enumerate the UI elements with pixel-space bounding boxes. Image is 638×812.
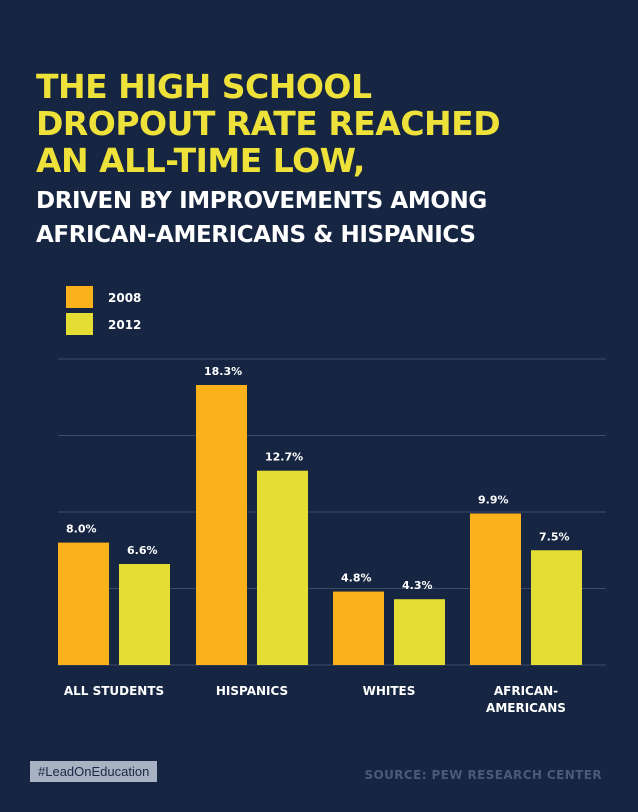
source-credit: SOURCE: PEW RESEARCH CENTER xyxy=(364,768,602,782)
bar-chart: 2008 2012 8.0% 6.6% ALL STUDENTS 18.3% 12.7% HI… xyxy=(58,286,606,715)
headline-line: DROPOUT RATE REACHED xyxy=(36,104,501,143)
bar-2008 xyxy=(333,591,384,665)
legend-label-2008: 2008 xyxy=(108,291,141,305)
headline-line: AN ALL-TIME LOW, xyxy=(36,141,365,180)
category-label: WHITES xyxy=(363,684,416,698)
subheadline-line: DRIVEN BY IMPROVEMENTS AMONG xyxy=(36,188,487,214)
headline-line: THE HIGH SCHOOL xyxy=(36,67,372,106)
subheadline: DRIVEN BY IMPROVEMENTS AMONG AFRICAN-AME… xyxy=(36,184,487,252)
bar-2012 xyxy=(119,564,170,665)
category-label: ALL STUDENTS xyxy=(64,684,164,698)
bar-2012 xyxy=(394,599,445,665)
data-label-2008: 8.0% xyxy=(66,523,97,536)
category-label: AFRICAN- xyxy=(494,684,558,698)
bar-2008 xyxy=(196,385,247,665)
legend-swatch-2008 xyxy=(66,286,93,308)
data-label-2008: 4.8% xyxy=(341,572,372,585)
legend-swatch-2012 xyxy=(66,313,93,335)
category-label: HISPANICS xyxy=(216,684,288,698)
bar-2008 xyxy=(470,513,521,665)
bar-2008 xyxy=(58,542,109,665)
data-label-2012: 4.3% xyxy=(402,579,433,592)
data-label-2012: 7.5% xyxy=(539,530,570,543)
hashtag-badge: #LeadOnEducation xyxy=(30,761,158,782)
headline: THE HIGH SCHOOL DROPOUT RATE REACHED AN … xyxy=(36,67,501,180)
category-label: AMERICANS xyxy=(486,701,566,715)
data-label-2012: 12.7% xyxy=(265,451,303,464)
legend-label-2012: 2012 xyxy=(108,318,141,332)
data-label-2012: 6.6% xyxy=(127,544,158,557)
subheadline-line: AFRICAN-AMERICANS & HISPANICS xyxy=(36,222,476,248)
data-label-2008: 18.3% xyxy=(204,365,242,378)
data-label-2008: 9.9% xyxy=(478,494,509,507)
bar-2012 xyxy=(531,550,582,665)
bar-2012 xyxy=(257,470,308,665)
